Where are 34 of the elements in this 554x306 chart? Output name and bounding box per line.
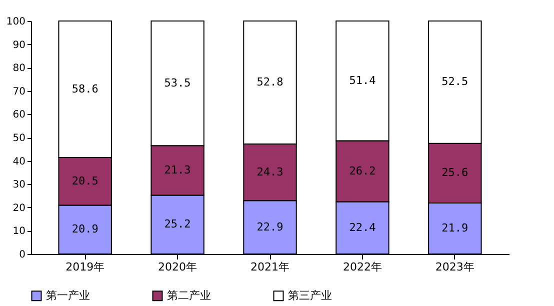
x-tick-label: 2019年 xyxy=(66,260,105,274)
data-label: 20.9 xyxy=(72,222,98,236)
y-tick-label: 70 xyxy=(12,86,26,98)
data-label: 52.5 xyxy=(442,75,468,88)
y-tick-label: 0 xyxy=(19,250,26,260)
x-tick-label: 2020年 xyxy=(158,260,198,274)
x-tick-label: 2021年 xyxy=(250,260,290,274)
legend-label: 第二产业 xyxy=(167,288,211,302)
data-label: 53.5 xyxy=(164,76,191,90)
legend-label: 第三产业 xyxy=(288,288,332,302)
data-label: 52.8 xyxy=(256,76,284,89)
data-label: 25.2 xyxy=(164,218,191,231)
y-tick-label: 50 xyxy=(12,133,26,144)
data-label: 21.3 xyxy=(164,163,191,176)
y-tick-label: 80 xyxy=(12,63,26,74)
data-label: 22.9 xyxy=(256,220,284,234)
x-tick-label: 2023年 xyxy=(435,260,474,274)
y-tick-label: 10 xyxy=(12,226,26,238)
data-label: 51.4 xyxy=(349,74,376,87)
y-tick-label: 30 xyxy=(12,180,26,191)
legend-label: 第一产业 xyxy=(46,288,90,302)
y-tick-label: 20 xyxy=(12,202,26,214)
data-label: 25.6 xyxy=(442,166,468,180)
data-label: 26.2 xyxy=(349,164,376,178)
y-tick-label: 100 xyxy=(6,16,26,28)
y-tick-label: 90 xyxy=(12,40,26,51)
data-label: 58.6 xyxy=(72,82,98,96)
y-tick-label: 60 xyxy=(12,110,26,121)
data-label: 21.9 xyxy=(442,221,468,234)
data-label: 20.5 xyxy=(72,174,98,188)
data-label: 24.3 xyxy=(256,165,284,178)
y-tick-label: 40 xyxy=(12,156,26,168)
x-tick-label: 2022年 xyxy=(342,260,382,274)
data-label: 22.4 xyxy=(349,220,376,234)
